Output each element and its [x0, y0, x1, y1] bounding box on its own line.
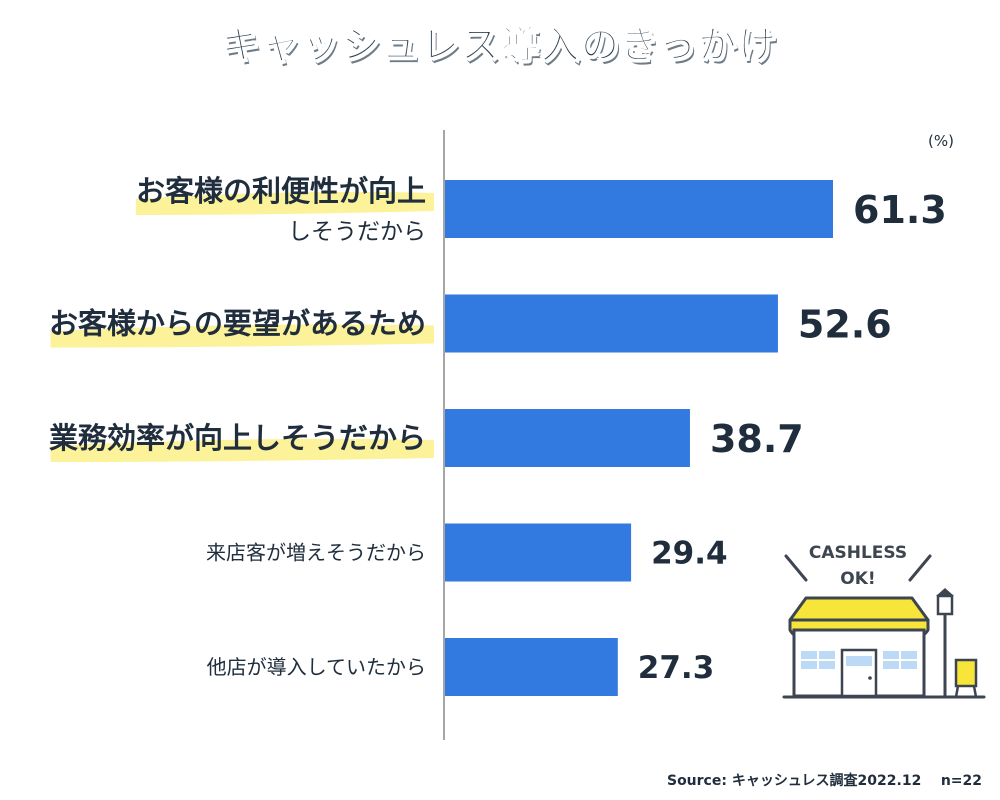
category-label-5: 他店が導入していたから: [207, 655, 426, 679]
source-text: Source: キャッシュレス調査2022.12: [666, 773, 922, 789]
category-labels: お客様の利便性が向上しそうだからお客様からの要望があるため業務効率が向上しそうだ…: [49, 174, 426, 679]
street-lamp-head: [936, 594, 954, 616]
sign-ray-right: [908, 554, 932, 582]
sample-size: n=22: [940, 773, 982, 789]
category-label-3: 業務効率が向上しそうだから: [49, 421, 426, 455]
value-label-1: 61.3: [853, 188, 947, 232]
label-highlight-2: [50, 324, 434, 348]
value-label-3: 38.7: [710, 417, 804, 461]
sign-ray-left: [784, 554, 808, 582]
value-labels: 61.3 52.6 38.7 29.4 27.3: [638, 188, 947, 686]
bars: [445, 180, 833, 696]
unit-label: (%): [928, 132, 954, 150]
source-note: Source: キャッシュレス調査2022.12 n=22: [667, 770, 982, 790]
bar-4: [445, 523, 632, 582]
sign-board: [954, 658, 978, 688]
cashless-shop-illustration: CASHLESS OK!: [782, 543, 986, 699]
bar-2: [445, 294, 778, 353]
label-highlight-1: [135, 191, 435, 215]
value-label-5: 27.3: [638, 650, 715, 686]
cashless-sign-line1: CASHLESS: [809, 543, 907, 563]
category-label-4: 来店客が増えそうだから: [206, 541, 426, 565]
category-label-1-line1: お客様の利便性が向上: [136, 174, 426, 208]
bar-3: [445, 409, 690, 467]
shop-awning-top: [788, 596, 930, 622]
chart-title: キャッシュレス導入のきっかけ: [221, 23, 779, 68]
bar-1: [445, 180, 833, 238]
cashless-sign-line2: OK!: [840, 569, 875, 589]
category-label-1-line2: しそうだから: [288, 219, 426, 245]
label-highlights: [50, 191, 435, 462]
bar-5: [445, 638, 618, 696]
category-label-2: お客様からの要望があるため: [49, 307, 426, 341]
label-highlight-3: [50, 438, 434, 462]
value-label-4: 29.4: [651, 536, 728, 572]
value-label-2: 52.6: [798, 303, 892, 347]
